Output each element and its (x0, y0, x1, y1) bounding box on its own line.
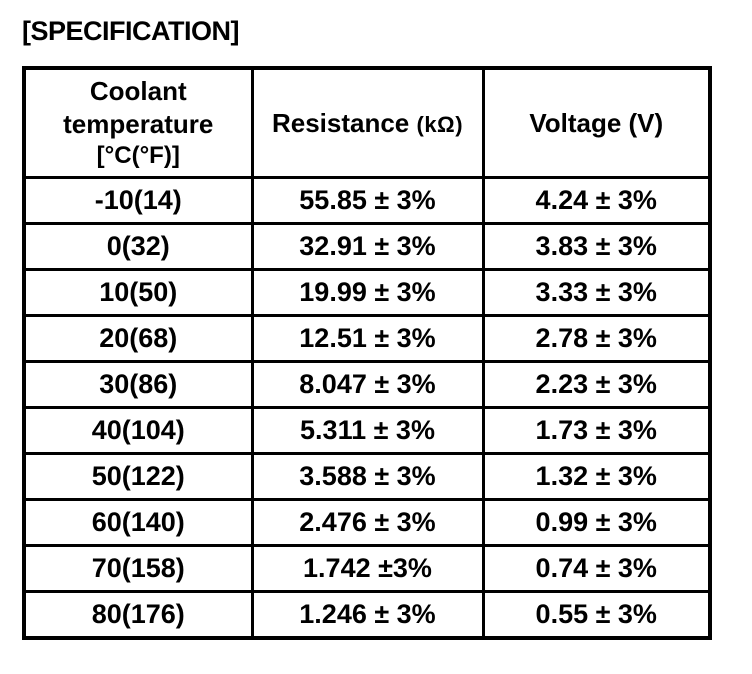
resistance-cell: 8.047 ± 3% (250, 360, 485, 410)
resistance-cell: 12.51 ± 3% (250, 314, 485, 364)
column-header-coolant-temperature: Coolant temperature [°C(°F)] (22, 66, 254, 180)
table-row: 20(68) 12.51 ± 3% 2.78 ± 3% (22, 314, 712, 364)
temperature-cell: 80(176) (22, 590, 254, 640)
temperature-cell: 40(104) (22, 406, 254, 456)
voltage-cell: 2.78 ± 3% (481, 314, 712, 364)
column-header-resistance: Resistance (kΩ) (250, 66, 485, 180)
temperature-cell: -10(14) (22, 176, 254, 226)
voltage-cell: 1.32 ± 3% (481, 452, 712, 502)
voltage-cell: 3.83 ± 3% (481, 222, 712, 272)
header-line-temperature: temperature (63, 108, 214, 139)
resistance-cell: 55.85 ± 3% (250, 176, 485, 226)
table-row: 0(32) 32.91 ± 3% 3.83 ± 3% (22, 222, 712, 272)
temperature-cell: 50(122) (22, 452, 254, 502)
temperature-cell: 70(158) (22, 544, 254, 594)
table-row: 30(86) 8.047 ± 3% 2.23 ± 3% (22, 360, 712, 410)
header-row: Coolant temperature [°C(°F)] Resistance … (22, 66, 712, 180)
table-row: 70(158) 1.742 ±3% 0.74 ± 3% (22, 544, 712, 594)
voltage-cell: 3.33 ± 3% (481, 268, 712, 318)
temperature-cell: 60(140) (22, 498, 254, 548)
voltage-cell: 2.23 ± 3% (481, 360, 712, 410)
header-label-resistance: Resistance (271, 107, 410, 138)
table-body: -10(14) 55.85 ± 3% 4.24 ± 3% 0(32) 32.91 ± 3… (22, 176, 712, 640)
table-row: -10(14) 55.85 ± 3% 4.24 ± 3% (22, 176, 712, 226)
header-unit-kohm: (kΩ) (416, 111, 464, 137)
table-row: 40(104) 5.311 ± 3% 1.73 ± 3% (22, 406, 712, 456)
voltage-cell: 0.99 ± 3% (481, 498, 712, 548)
voltage-cell: 4.24 ± 3% (481, 176, 712, 226)
temperature-cell: 30(86) (22, 360, 254, 410)
resistance-cell: 2.476 ± 3% (250, 498, 485, 548)
voltage-cell: 0.55 ± 3% (481, 590, 712, 640)
resistance-cell: 3.588 ± 3% (250, 452, 485, 502)
header-line-coolant: Coolant (89, 75, 187, 106)
table-head: Coolant temperature [°C(°F)] Resistance … (22, 66, 712, 180)
temperature-cell: 20(68) (22, 314, 254, 364)
page-title: [SPECIFICATION] (22, 16, 240, 46)
temperature-cell: 0(32) (22, 222, 254, 272)
header-label-voltage: Voltage (V) (529, 107, 664, 138)
specification-table: Coolant temperature [°C(°F)] Resistance … (22, 66, 712, 641)
column-header-voltage: Voltage (V) (481, 66, 712, 180)
table-row: 60(140) 2.476 ± 3% 0.99 ± 3% (22, 498, 712, 548)
resistance-cell: 19.99 ± 3% (250, 268, 485, 318)
table-row: 80(176) 1.246 ± 3% 0.55 ± 3% (22, 590, 712, 640)
header-line-units: [°C(°F)] (96, 142, 180, 170)
table-row: 50(122) 3.588 ± 3% 1.32 ± 3% (22, 452, 712, 502)
table-row: 10(50) 19.99 ± 3% 3.33 ± 3% (22, 268, 712, 318)
resistance-cell: 1.742 ±3% (250, 544, 485, 594)
resistance-cell: 32.91 ± 3% (250, 222, 485, 272)
temperature-cell: 10(50) (22, 268, 254, 318)
voltage-cell: 0.74 ± 3% (481, 544, 712, 594)
resistance-cell: 5.311 ± 3% (250, 406, 485, 456)
resistance-cell: 1.246 ± 3% (250, 590, 485, 640)
voltage-cell: 1.73 ± 3% (481, 406, 712, 456)
